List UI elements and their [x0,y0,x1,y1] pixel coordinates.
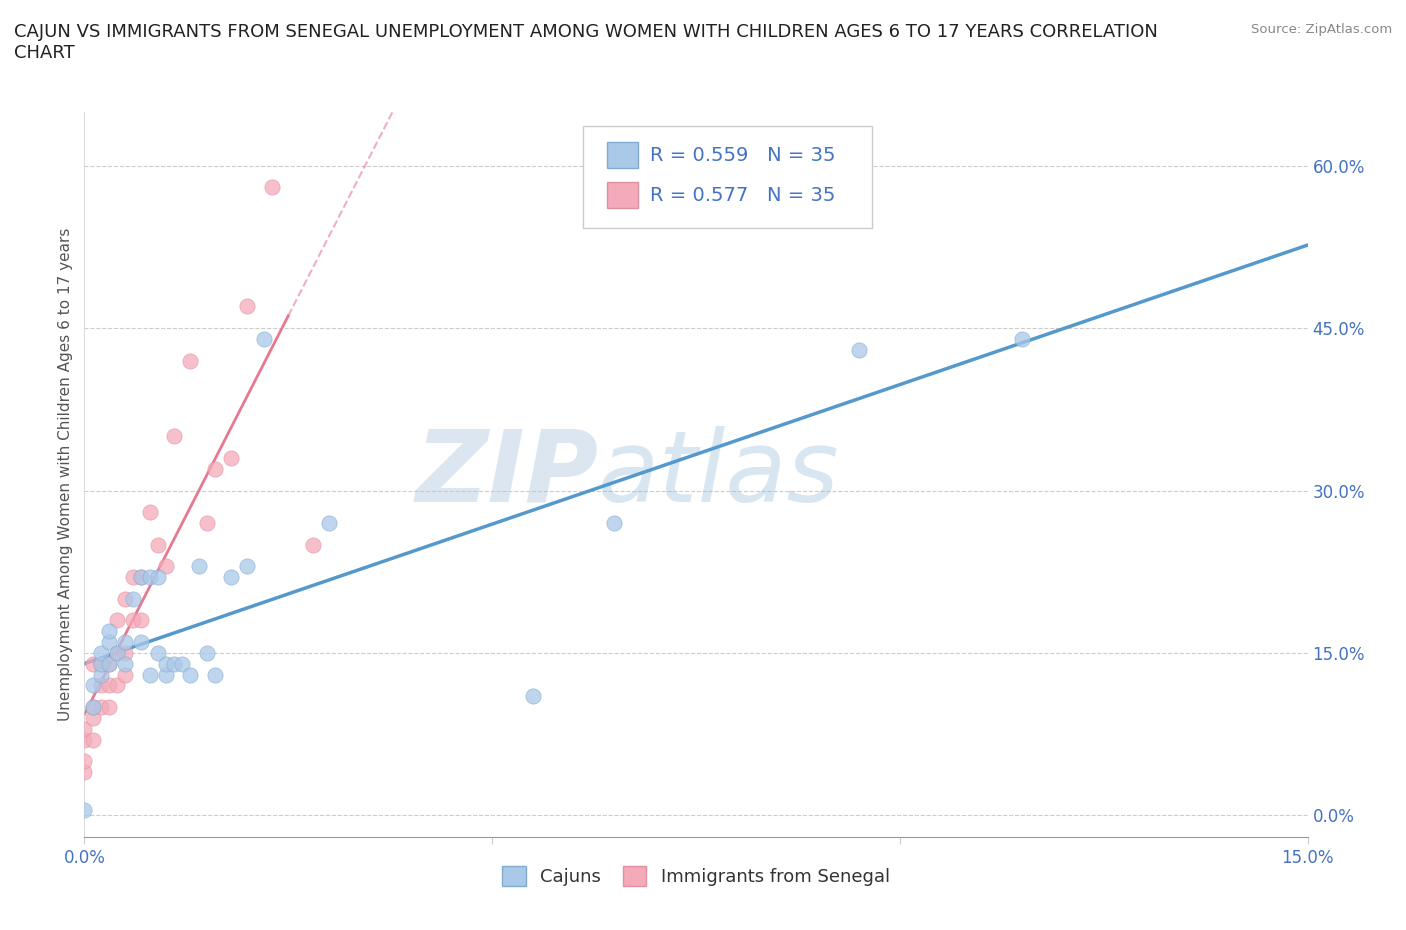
Point [131,570,153,585]
Point [195,645,218,660]
Text: ZIP: ZIP [415,426,598,523]
Point [114,591,136,606]
Point [105,645,128,660]
Point [90,667,112,682]
Point [90,645,112,660]
Point [73,754,96,769]
Point [138,505,160,520]
Point [163,657,186,671]
Point [236,299,259,314]
Point [90,678,112,693]
Point [1011,331,1033,346]
Point [73,764,96,779]
Point [97,699,120,714]
Point [97,634,120,649]
Point [90,657,112,671]
Point [114,667,136,682]
Point [122,591,145,606]
Point [155,657,177,671]
Point [131,613,153,628]
Point [179,667,201,682]
Point [122,570,145,585]
Point [97,657,120,671]
Point [122,613,145,628]
Text: Source: ZipAtlas.com: Source: ZipAtlas.com [1251,23,1392,36]
Text: R = 0.559   N = 35: R = 0.559 N = 35 [650,146,835,165]
Point [105,645,128,660]
Point [195,515,218,530]
Point [522,689,544,704]
Point [131,634,153,649]
Point [73,803,96,817]
Point [82,699,104,714]
Point [82,699,104,714]
Point [204,667,226,682]
Point [219,570,242,585]
Point [105,613,128,628]
Point [204,461,226,476]
Point [114,645,136,660]
Point [172,657,194,671]
Point [253,331,276,346]
Point [260,179,283,194]
Point [97,678,120,693]
Point [603,515,626,530]
Point [82,657,104,671]
Point [73,722,96,737]
Point [236,559,259,574]
Point [146,645,169,660]
Text: R = 0.577   N = 35: R = 0.577 N = 35 [650,186,835,205]
Point [146,538,169,552]
Point [82,711,104,725]
Point [138,667,160,682]
Legend: Cajuns, Immigrants from Senegal: Cajuns, Immigrants from Senegal [495,859,897,893]
Point [114,657,136,671]
Point [301,538,323,552]
Point [187,559,209,574]
Point [318,515,340,530]
Point [155,667,177,682]
Point [163,429,186,444]
Point [131,570,153,585]
Text: CAJUN VS IMMIGRANTS FROM SENEGAL UNEMPLOYMENT AMONG WOMEN WITH CHILDREN AGES 6 T: CAJUN VS IMMIGRANTS FROM SENEGAL UNEMPLO… [14,23,1159,62]
Point [146,570,169,585]
Point [73,732,96,747]
Text: atlas: atlas [598,426,839,523]
Point [848,342,870,357]
Point [97,624,120,639]
Point [105,678,128,693]
Point [155,559,177,574]
Point [179,353,201,368]
Point [114,634,136,649]
Point [97,657,120,671]
Point [82,732,104,747]
Point [219,451,242,466]
Point [82,678,104,693]
Point [138,570,160,585]
Y-axis label: Unemployment Among Women with Children Ages 6 to 17 years: Unemployment Among Women with Children A… [58,228,73,721]
Point [90,657,112,671]
Point [90,699,112,714]
